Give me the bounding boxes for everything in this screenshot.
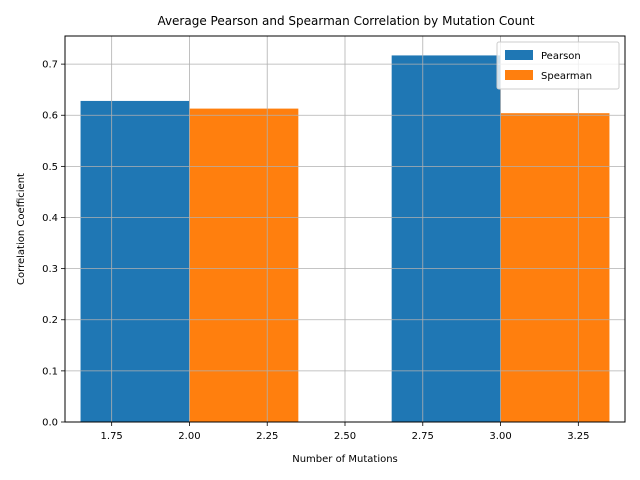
y-tick-label-4: 0.4 bbox=[42, 213, 58, 224]
x-tick-label-6: 3.25 bbox=[567, 431, 589, 442]
y-tick-label-0: 0.0 bbox=[42, 418, 58, 429]
y-tick-label-7: 0.7 bbox=[42, 60, 58, 71]
legend: Pearson Spearman bbox=[496, 41, 620, 90]
x-tick-label-0: 1.75 bbox=[101, 431, 123, 442]
legend-swatch-pearson bbox=[505, 50, 533, 60]
y-axis-label: Correlation Coefficient bbox=[16, 173, 27, 285]
bar-spearman-3 bbox=[500, 113, 610, 422]
y-tick-label-2: 0.2 bbox=[42, 315, 58, 326]
bar-pearson-2 bbox=[80, 100, 190, 422]
legend-swatch-spearman bbox=[505, 70, 533, 80]
legend-label-spearman: Spearman bbox=[541, 71, 592, 82]
chart-title: Average Pearson and Spearman Correlation… bbox=[157, 14, 534, 28]
x-tick-label-2: 2.25 bbox=[256, 431, 278, 442]
x-axis-label: Number of Mutations bbox=[292, 454, 398, 465]
y-tick-label-5: 0.5 bbox=[42, 162, 58, 173]
y-tick-label-6: 0.6 bbox=[42, 111, 58, 122]
y-tick-label-1: 0.1 bbox=[42, 366, 58, 377]
bar-pearson-3 bbox=[391, 55, 501, 422]
x-tick-label-5: 3.00 bbox=[489, 431, 511, 442]
y-tick-label-3: 0.3 bbox=[42, 264, 58, 275]
x-tick-label-1: 2.00 bbox=[178, 431, 200, 442]
x-axis-ticks: 1.75 2.00 2.25 2.50 2.75 3.00 3.25 bbox=[101, 422, 589, 442]
x-tick-label-3: 2.50 bbox=[334, 431, 356, 442]
legend-label-pearson: Pearson bbox=[541, 51, 581, 62]
y-axis-ticks: 0.0 0.1 0.2 0.3 0.4 0.5 0.6 0.7 bbox=[42, 60, 65, 429]
bar-spearman-2 bbox=[189, 108, 299, 422]
x-tick-label-4: 2.75 bbox=[412, 431, 434, 442]
